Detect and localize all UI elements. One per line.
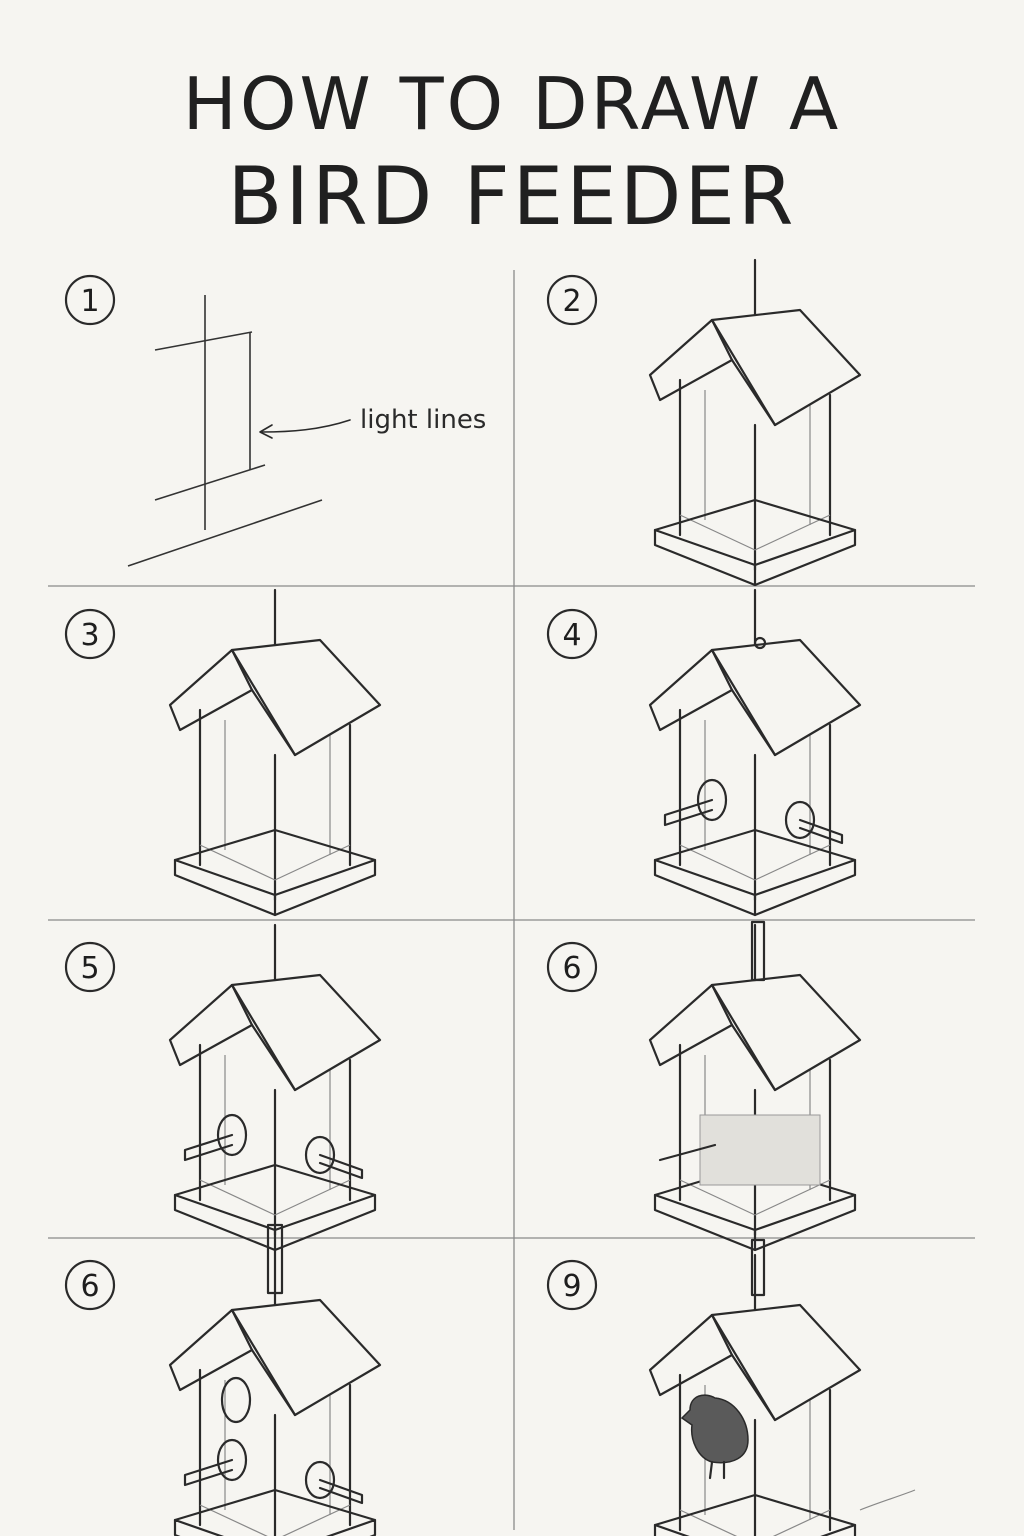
step-6: 6	[546, 920, 862, 1252]
step-number: 3	[80, 618, 99, 653]
feeder-drawing	[168, 1248, 382, 1536]
step-5: 5	[64, 923, 382, 1252]
feeder-drawing	[648, 588, 862, 917]
step-number: 2	[562, 284, 581, 319]
step-number-badge	[546, 1259, 598, 1311]
perch-drawing	[183, 1113, 364, 1180]
title-line-1: HOW TO DRAW A	[182, 62, 842, 146]
step-number-badge	[546, 608, 598, 660]
seed-fill	[699, 1114, 821, 1186]
feeder-drawing	[168, 588, 382, 917]
step-number-badge	[546, 941, 598, 993]
perch-drawing	[663, 778, 844, 845]
step-number: 4	[562, 618, 581, 653]
step-number-badge	[64, 1259, 116, 1311]
feeder-drawing	[648, 923, 862, 1252]
step-number: 6	[80, 1269, 99, 1304]
feeder-drawing	[648, 258, 862, 587]
step-number-badge	[64, 274, 116, 326]
light-lines-note: light lines	[360, 405, 486, 435]
step-number-badge	[64, 608, 116, 660]
step-1: 1 light lines	[64, 274, 486, 567]
step-6b: 6	[64, 1223, 382, 1536]
entry-hole	[220, 1376, 252, 1424]
step-number-badge	[546, 274, 598, 326]
feeder-drawing	[648, 1253, 862, 1536]
step-3: 3	[64, 588, 382, 917]
step-4: 4	[546, 588, 862, 917]
hook-icon	[753, 636, 767, 650]
step-2: 2	[546, 258, 862, 587]
step-number: 6	[562, 951, 581, 986]
title-line-2: BIRD FEEDER	[227, 150, 797, 243]
pole	[750, 1238, 766, 1297]
bird-icon	[680, 1394, 749, 1464]
step-number-badge	[64, 941, 116, 993]
feeder-drawing	[168, 923, 382, 1252]
step-number: 1	[80, 284, 99, 319]
step-9: 9	[546, 1238, 916, 1536]
step-number: 9	[562, 1269, 581, 1304]
pole	[750, 920, 766, 982]
step-number: 5	[80, 951, 99, 986]
perch-drawing	[183, 1438, 364, 1505]
